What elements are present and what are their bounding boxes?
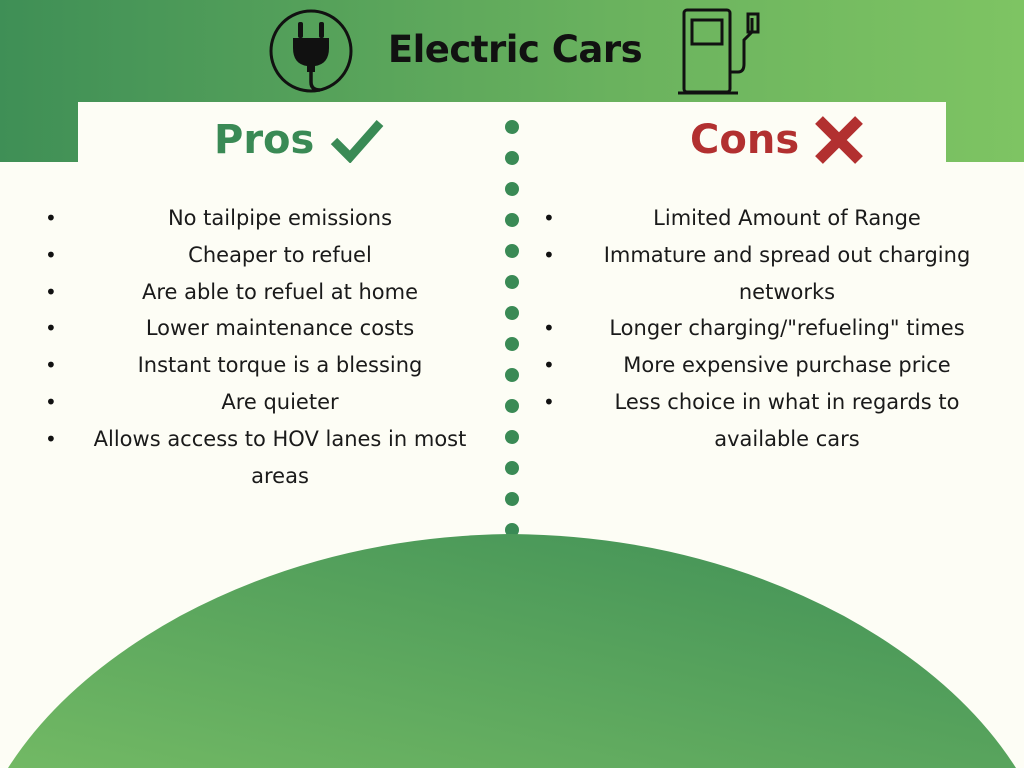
fuel-pump-icon	[678, 8, 760, 95]
pros-item: Instant torque is a blessing	[45, 347, 470, 384]
cons-item: Less choice in what in regards to availa…	[543, 384, 994, 458]
pros-list: No tailpipe emissions Cheaper to refuel …	[45, 200, 470, 495]
header: Electric Cars	[0, 0, 1024, 100]
green-hill	[8, 534, 1016, 768]
pros-item: No tailpipe emissions	[45, 200, 470, 237]
pros-item: Are quieter	[45, 384, 470, 421]
pros-item: Are able to refuel at home	[45, 274, 470, 311]
checkmark-icon	[331, 120, 384, 163]
cons-item: More expensive purchase price	[543, 347, 994, 384]
cons-item: Immature and spread out charging network…	[543, 237, 994, 311]
cons-heading-label: Cons	[690, 117, 800, 163]
pros-item: Lower maintenance costs	[45, 310, 470, 347]
cons-heading: Cons	[690, 112, 865, 168]
cons-item: Limited Amount of Range	[543, 200, 994, 237]
pros-heading-label: Pros	[214, 117, 315, 163]
plug-icon	[269, 9, 353, 93]
page-title: Electric Cars	[387, 28, 643, 71]
pros-item: Cheaper to refuel	[45, 237, 470, 274]
x-mark-icon	[815, 116, 864, 164]
pros-heading: Pros	[214, 112, 386, 168]
cons-item: Longer charging/"refueling" times	[543, 310, 994, 347]
cons-list: Limited Amount of Range Immature and spr…	[543, 200, 994, 458]
dotted-divider	[505, 120, 519, 537]
pros-item: Allows access to HOV lanes in most areas	[45, 421, 470, 495]
